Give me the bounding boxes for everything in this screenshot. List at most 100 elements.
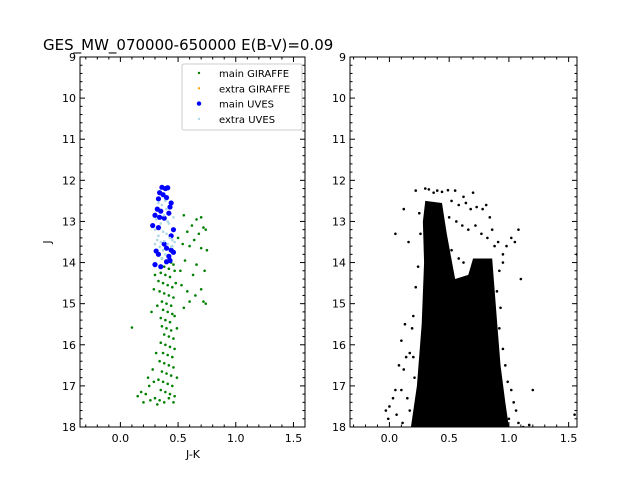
data-point [490,228,494,231]
data-point [394,232,397,236]
data-point [188,244,191,248]
data-point [194,294,197,297]
data-point [162,401,166,404]
data-point [186,230,189,234]
data-point [481,207,484,211]
y-tick-label: 9 [339,51,346,64]
data-point [173,394,176,398]
data-point [156,304,159,308]
chart-title: GES_MW_070000-650000 E(B-V)=0.09 [43,36,333,55]
data-point [496,240,500,244]
data-point [462,195,465,199]
data-point [157,234,160,238]
x-tick-label: 1.0 [227,432,245,445]
data-point [161,281,165,285]
data-point [195,263,198,266]
data-point [169,245,173,249]
data-point [162,265,166,268]
data-point [159,316,163,320]
data-point [414,285,418,289]
data-point [172,337,175,340]
data-point [495,290,499,293]
data-point [168,320,172,324]
data-point [168,275,172,279]
data-point [403,322,407,326]
data-point [501,261,505,264]
y-tick-label: 10 [62,92,76,105]
data-point [166,242,169,246]
data-point [410,327,414,330]
data-point [171,355,174,359]
data-point [180,283,183,287]
data-point [172,216,175,219]
data-point [173,269,176,273]
data-point [164,318,167,322]
data-point [167,396,171,400]
data-point [174,281,178,285]
legend-marker [197,117,201,121]
data-point [158,359,161,363]
x-tick-label: 0.0 [112,432,130,445]
data-point [419,232,422,236]
data-point [167,222,171,225]
data-point [167,267,171,271]
data-point [466,228,470,231]
legend-marker [197,87,201,90]
data-point [167,294,171,297]
data-point [400,388,403,392]
data-point [162,333,166,336]
y-tick-label: 14 [332,257,346,270]
data-point [149,398,152,402]
data-point [181,242,184,246]
data-point [170,227,177,233]
data-point [158,290,161,293]
data-point [150,222,156,229]
data-point [175,376,179,379]
data-point [153,228,157,231]
data-point [199,287,203,291]
x-axis-label: J-K [185,448,201,461]
data-point [166,283,169,287]
data-point [171,384,174,388]
data-point [159,271,163,275]
axes-frame [79,56,306,428]
data-point [501,347,505,351]
data-point [440,190,444,194]
data-point [165,372,168,375]
y-tick-label: 11 [62,133,76,146]
data-point [150,310,153,314]
data-point [161,241,167,247]
data-point [493,244,496,248]
data-point [162,361,166,365]
data-point [165,185,171,191]
legend: main GIRAFFE extra GIRAFFE main UVES extra … [181,63,303,131]
data-point [397,364,401,367]
legend-label: extra UVES [219,115,275,126]
data-point [484,203,488,207]
data-point [161,380,165,384]
data-point [152,287,156,291]
data-point [447,216,451,219]
data-point [519,277,523,281]
data-point [455,220,458,223]
data-point [162,292,166,295]
y-tick-label: 18 [332,421,346,434]
data-point [195,218,198,221]
data-point [488,216,492,219]
data-point [166,220,169,223]
data-point [446,188,450,192]
legend-marker [197,71,201,75]
data-point [408,409,412,412]
data-point [160,257,164,260]
data-point [427,188,431,191]
data-point [498,269,501,273]
data-point [423,187,427,190]
x-tick-label: 0.5 [169,432,187,445]
y-tick-label: 17 [62,380,76,393]
data-point [505,244,508,248]
data-point [161,308,165,312]
data-point [172,366,175,369]
data-point [155,225,162,231]
data-point [432,191,435,194]
axes-frame [349,56,578,428]
